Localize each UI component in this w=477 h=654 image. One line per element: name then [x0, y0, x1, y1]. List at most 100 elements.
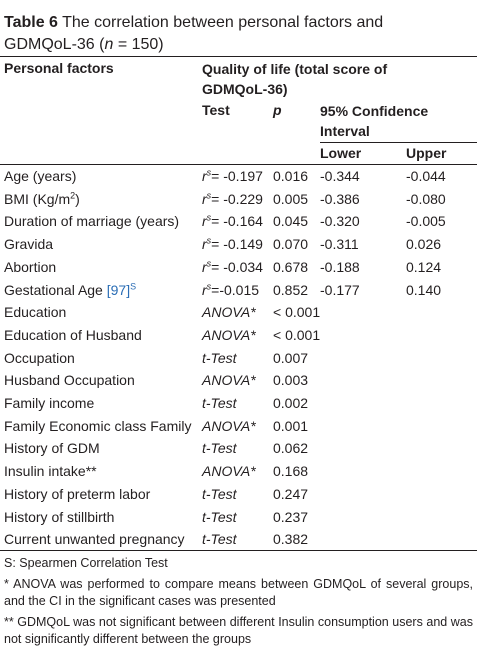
lower-cell: -0.386 [320, 190, 360, 207]
test-cell: ANOVA* [202, 371, 256, 389]
p-cell: 0.003 [273, 372, 309, 389]
superscript: s [206, 235, 212, 246]
test-name: t-Test [202, 440, 237, 457]
title-n: n [104, 36, 114, 53]
p-cell: 0.237 [273, 508, 309, 525]
header: Personal factors [4, 60, 114, 76]
p-cell: 0.002 [273, 395, 309, 411]
test-cell: t-Test [202, 530, 237, 548]
factor: Duration of marriage (years) [4, 213, 180, 230]
footnote: S: Spearmen Correlation Test [4, 556, 168, 570]
factor-cell: History of preterm labor [4, 485, 150, 503]
test-name: ANOVA* [202, 372, 256, 389]
test-name: ANOVA* [202, 417, 256, 434]
test-cell: t-Test [202, 485, 237, 503]
factor: Occupation [4, 349, 75, 366]
factor: History of preterm labor [4, 485, 151, 502]
p-cell: 0.007 [273, 349, 309, 366]
title-end: = 150) [113, 36, 164, 53]
test-value: = -0.034 [211, 258, 263, 275]
factor-cell: Gestational Age [97]S [4, 281, 136, 299]
factor-cell: Current unwanted pregnancy [4, 530, 185, 548]
rule [0, 164, 477, 165]
test-symbol: r [202, 213, 207, 230]
factor-cell: Education of Husband [4, 326, 142, 344]
test-name: t-Test [202, 508, 237, 525]
factor: Family Economic class Family [4, 417, 192, 434]
footnote: ** GDMQoL was not significant between di… [4, 615, 473, 646]
test-name: ANOVA* [202, 326, 256, 343]
test-name: ANOVA* [202, 463, 256, 480]
test-cell: t-Test [202, 349, 237, 367]
p-cell: 0.001 [273, 417, 309, 434]
test-cell: rs= -0.034 [202, 258, 263, 276]
test-symbol: r [202, 190, 207, 207]
superscript: s [206, 280, 212, 291]
test-cell: rs= -0.149 [202, 235, 263, 253]
test-cell: rs= -0.197 [202, 167, 263, 185]
upper-cell: 0.026 [406, 236, 442, 253]
test-cell: ANOVA* [202, 462, 256, 480]
rule [320, 142, 477, 143]
factor: Education of Husband [4, 326, 142, 343]
superscript: S [130, 280, 137, 291]
test-cell: ANOVA* [202, 326, 256, 344]
test-value: = -0.149 [211, 236, 263, 253]
table-title: Table 6 The correlation between personal… [4, 12, 399, 56]
upper-cell: 0.140 [406, 281, 442, 298]
factor: BMI (Kg/m [4, 190, 71, 207]
test-cell: ANOVA* [202, 303, 256, 321]
p-cell: < 0.001 [273, 326, 321, 343]
factor: Family income [4, 395, 95, 411]
upper-cell: -0.044 [406, 168, 446, 184]
upper-cell: 0.124 [406, 258, 442, 275]
p-cell: 0.852 [273, 281, 309, 298]
lower-cell: -0.188 [320, 258, 360, 275]
test-name: ANOVA* [202, 304, 256, 321]
footnote: * ANOVA was performed to compare means b… [4, 577, 473, 608]
test-symbol: r [202, 168, 207, 184]
factor: Insulin intake** [4, 463, 97, 480]
test-value: =-0.015 [211, 281, 260, 298]
factor-cell: History of GDM [4, 439, 100, 457]
test-value: = -0.197 [211, 168, 263, 184]
factor: History of GDM [4, 440, 100, 457]
lower-cell: -0.320 [320, 213, 360, 230]
superscript: s [206, 258, 212, 269]
header: Quality of life (total score of GDMQoL-3… [202, 61, 388, 97]
superscript: 2 [70, 190, 76, 201]
test-value: = -0.164 [211, 213, 263, 230]
test-cell: t-Test [202, 508, 237, 526]
factor-cell: Duration of marriage (years) [4, 212, 179, 230]
header: p [273, 102, 282, 118]
test-symbol: r [202, 236, 207, 253]
p-cell: 0.070 [273, 236, 309, 253]
p-cell: 0.247 [273, 485, 309, 502]
test-name: t-Test [202, 485, 237, 502]
p-cell: 0.678 [273, 258, 309, 275]
test-symbol: r [202, 281, 207, 298]
upper-cell: -0.005 [406, 213, 446, 230]
header: 95% Confidence Interval [320, 103, 429, 139]
factor-cell: Gravida [4, 235, 53, 253]
test-cell: t-Test [202, 394, 237, 412]
factor: Gravida [4, 236, 54, 253]
p-cell: 0.382 [273, 531, 309, 548]
factor-cell: Occupation [4, 349, 75, 367]
factor: Age (years) [4, 168, 77, 184]
superscript: s [206, 190, 212, 201]
test-cell: ANOVA* [202, 417, 256, 435]
factor-cell: Husband Occupation [4, 371, 135, 389]
factor-cell: Family income [4, 394, 94, 412]
factor: Gestational Age [4, 281, 107, 298]
lower-cell: -0.311 [320, 236, 359, 253]
title-text: The correlation between personal factors… [4, 14, 384, 53]
factor: History of stillbirth [4, 508, 115, 525]
superscript: s [206, 167, 212, 178]
factor-cell: Abortion [4, 258, 56, 276]
lower-cell: -0.177 [320, 281, 360, 298]
factor: Husband Occupation [4, 372, 135, 389]
p-cell: 0.062 [273, 440, 309, 457]
p-cell: 0.168 [273, 463, 309, 480]
